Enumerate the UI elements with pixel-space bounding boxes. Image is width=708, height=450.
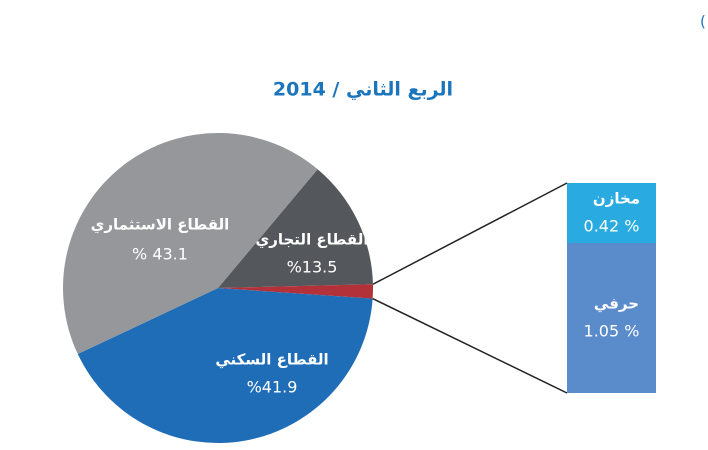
pie-slice [77,288,373,443]
bar-value: 0.42 % [584,217,640,236]
chart-subtitle: الربع الثاني / 2014 [273,79,453,101]
slice-label: القطاع الاستثماري [91,216,230,235]
slice-label: القطاع السكني [215,351,328,369]
connector [372,297,568,394]
bar-label: مخازن [593,190,640,208]
chart-title: الحصة النسبية لقيمة التداولات في قطاعات … [700,13,708,32]
bar-value: 1.05 % [584,322,640,341]
slice-label: القطاع التجاري [255,231,368,250]
connector [372,182,568,285]
pie-slice [63,133,318,355]
bar-label: حرفي [594,295,639,313]
slice-value: % 43.1 [132,245,188,264]
slice-value: %13.5 [287,258,338,277]
pie-slice [218,169,373,288]
bar-segment [567,243,656,393]
slice-value: %41.9 [247,378,298,397]
pie-slice-other [218,284,374,299]
bar-segment [567,183,656,243]
